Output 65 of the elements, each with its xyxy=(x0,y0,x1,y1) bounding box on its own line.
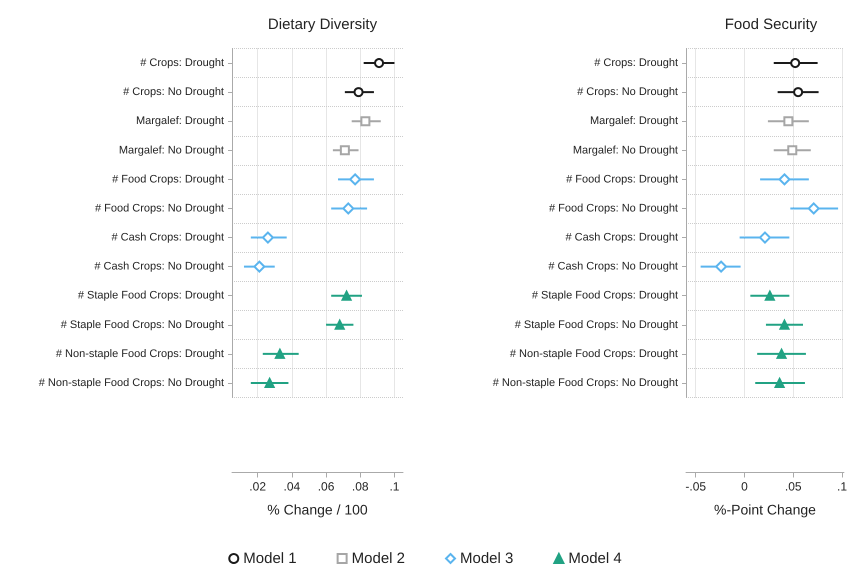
y-tick-label: # Food Crops: Drought xyxy=(112,173,224,186)
point xyxy=(808,202,820,214)
y-tick-label: Margalef: No Drought xyxy=(572,144,678,156)
point xyxy=(253,260,266,273)
legend-label: Model 1 xyxy=(243,550,297,567)
y-tick-label: # Crops: No Drought xyxy=(123,86,224,98)
y-tick-label: # Crops: Drought xyxy=(594,57,678,70)
point xyxy=(776,348,787,359)
y-tick-label: # Staple Food Crops: Drought xyxy=(78,290,224,302)
x-tick-label: .08 xyxy=(352,480,369,494)
x-axis-title: % Change / 100 xyxy=(267,502,368,518)
y-tick-label: # Non-staple Food Crops: Drought xyxy=(56,348,224,360)
y-tick-label: # Staple Food Crops: Drought xyxy=(532,290,678,302)
point xyxy=(793,87,804,98)
y-tick-label: # Staple Food Crops: No Drought xyxy=(60,318,224,331)
y-tick-label: # Food Crops: Drought xyxy=(566,173,678,186)
x-tick-label: .06 xyxy=(318,480,335,494)
chart-title: Food Security xyxy=(724,16,818,33)
y-tick-label: # Food Crops: No Drought xyxy=(94,202,224,214)
y-tick-label: Margalef: No Drought xyxy=(118,144,224,156)
point xyxy=(374,58,384,68)
x-tick-label: 0 xyxy=(741,480,748,494)
y-tick-label: # Crops: No Drought xyxy=(577,86,678,98)
legend-label: Model 3 xyxy=(460,550,514,567)
point xyxy=(340,145,350,156)
x-tick-label: -.05 xyxy=(685,480,706,494)
point xyxy=(334,320,345,330)
x-tick-label: .04 xyxy=(284,480,301,494)
y-tick-label: # Non-staple Food Crops: No Drought xyxy=(38,376,224,389)
point xyxy=(774,378,785,388)
y-tick-label: Margalef: Drought xyxy=(136,115,224,128)
point xyxy=(758,232,771,244)
y-tick-label: # Cash Crops: No Drought xyxy=(94,260,224,273)
point xyxy=(360,116,370,126)
point xyxy=(790,58,800,68)
y-tick-label: # Cash Crops: No Drought xyxy=(548,260,678,273)
y-tick-label: # Cash Crops: Drought xyxy=(566,232,678,244)
x-tick-label: .1 xyxy=(389,480,400,494)
point xyxy=(764,290,775,301)
y-tick-label: Margalef: Drought xyxy=(590,115,678,128)
legend-label: Model 2 xyxy=(352,550,406,567)
y-tick-label: # Non-staple Food Crops: Drought xyxy=(510,348,678,360)
x-axis-title: %-Point Change xyxy=(714,502,816,518)
y-tick-label: # Crops: Drought xyxy=(140,57,224,70)
point xyxy=(354,87,364,98)
point xyxy=(264,378,275,388)
legend-label: Model 4 xyxy=(568,550,622,567)
point xyxy=(787,145,798,156)
x-tick-label: .02 xyxy=(249,480,266,494)
point xyxy=(349,173,362,186)
x-tick-label: .1 xyxy=(836,480,848,494)
chart-title: Dietary Diversity xyxy=(268,16,378,33)
point xyxy=(715,260,728,273)
point xyxy=(783,116,794,126)
point xyxy=(778,173,790,186)
y-tick-label: # Staple Food Crops: No Drought xyxy=(514,318,678,331)
point xyxy=(274,348,285,359)
point xyxy=(779,320,790,330)
y-tick-label: # Food Crops: No Drought xyxy=(548,202,678,214)
y-tick-label: # Non-staple Food Crops: No Drought xyxy=(492,376,678,389)
point xyxy=(342,202,354,214)
y-tick-label: # Cash Crops: Drought xyxy=(112,232,224,244)
point xyxy=(262,232,274,244)
point xyxy=(342,290,352,301)
x-tick-label: .05 xyxy=(784,480,802,494)
